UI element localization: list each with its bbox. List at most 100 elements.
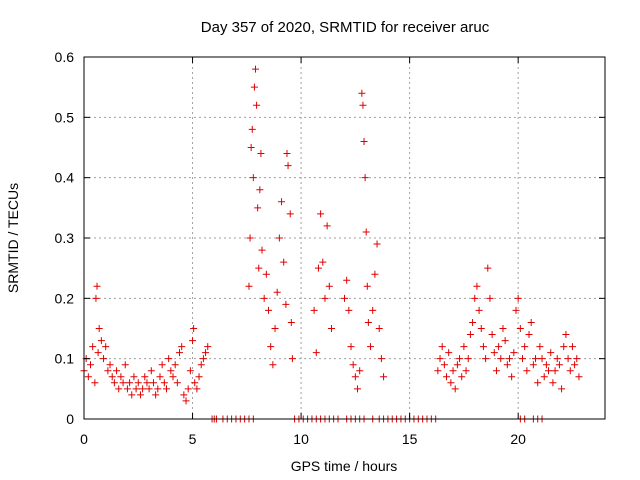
data-point	[568, 343, 576, 351]
data-point	[477, 325, 485, 332]
y-tick-label: 0.5	[55, 109, 75, 125]
data-point	[283, 150, 291, 158]
data-point	[202, 349, 210, 357]
data-point	[490, 349, 498, 357]
data-point	[288, 355, 296, 363]
data-point	[545, 367, 553, 375]
data-point	[247, 144, 255, 151]
data-point	[479, 343, 487, 351]
data-point	[434, 367, 442, 375]
chart-title: Day 357 of 2020, SRMTID for receiver aru…	[201, 19, 490, 36]
y-tick-label: 0	[66, 411, 74, 427]
data-point	[542, 361, 550, 369]
data-point	[249, 174, 257, 182]
data-point	[173, 379, 181, 387]
data-point	[152, 391, 160, 399]
data-point	[265, 306, 273, 314]
data-point	[254, 204, 262, 212]
data-point	[482, 355, 490, 363]
data-point	[191, 379, 199, 387]
data-point	[176, 349, 184, 357]
data-point	[358, 89, 366, 97]
data-point	[466, 331, 474, 339]
data-point	[190, 325, 198, 332]
data-point	[132, 385, 140, 393]
y-axis-label: SRMTID / TECUs	[5, 183, 21, 293]
data-point	[100, 355, 108, 363]
data-point	[523, 367, 531, 375]
data-point	[197, 361, 205, 369]
data-point	[373, 240, 381, 248]
data-point	[573, 355, 581, 363]
data-point	[143, 379, 151, 387]
data-point	[95, 325, 103, 332]
data-point	[451, 385, 459, 393]
data-point	[475, 306, 483, 314]
data-point	[503, 361, 511, 369]
data-point	[445, 349, 453, 357]
data-point	[497, 355, 505, 363]
data-point	[106, 361, 114, 369]
data-point	[257, 150, 265, 158]
data-point	[104, 367, 112, 375]
data-point	[267, 343, 275, 351]
y-tick-label: 0.4	[55, 170, 75, 186]
data-point	[110, 379, 118, 387]
data-point	[156, 373, 164, 381]
data-point	[356, 367, 364, 375]
data-point	[495, 343, 503, 351]
y-tick-label: 0.6	[55, 49, 75, 65]
data-point	[443, 373, 451, 381]
data-point	[456, 355, 464, 363]
data-point	[538, 355, 546, 363]
data-point	[141, 373, 149, 381]
data-point	[149, 379, 157, 387]
data-point	[136, 391, 144, 399]
data-point	[516, 325, 524, 332]
data-point	[193, 385, 201, 393]
data-point	[519, 355, 527, 363]
data-point	[536, 343, 544, 351]
data-point	[492, 367, 500, 375]
data-point	[160, 379, 168, 387]
x-tick-label: 10	[293, 431, 309, 447]
data-point	[438, 343, 446, 351]
data-point	[189, 337, 197, 345]
data-point	[327, 325, 335, 332]
x-tick-label: 0	[80, 431, 88, 447]
data-point	[255, 264, 263, 272]
data-point	[158, 361, 166, 369]
data-point	[84, 373, 92, 381]
data-point	[375, 325, 383, 332]
data-point	[180, 391, 188, 399]
data-point	[162, 385, 170, 393]
data-point	[469, 318, 477, 326]
x-tick-label: 20	[510, 431, 526, 447]
data-point	[178, 343, 186, 351]
data-point	[510, 349, 518, 357]
data-point	[560, 343, 568, 351]
data-point	[260, 294, 268, 302]
data-point	[245, 282, 253, 290]
data-point	[371, 270, 379, 278]
data-point	[321, 294, 329, 302]
data-point	[453, 361, 461, 369]
data-point	[271, 325, 279, 332]
data-point	[488, 331, 496, 339]
data-point	[540, 373, 548, 381]
data-point	[380, 373, 388, 381]
data-point	[287, 318, 295, 326]
data-point	[512, 306, 520, 314]
data-point	[87, 361, 95, 369]
data-point	[345, 306, 353, 314]
data-point	[256, 186, 264, 194]
data-points	[80, 65, 583, 423]
data-point	[532, 355, 540, 363]
data-point	[460, 343, 468, 351]
data-point	[165, 355, 173, 363]
data-point	[362, 228, 370, 236]
data-point	[462, 367, 470, 375]
data-point	[499, 325, 507, 332]
y-tick-label: 0.1	[55, 351, 75, 367]
data-point	[119, 379, 127, 387]
